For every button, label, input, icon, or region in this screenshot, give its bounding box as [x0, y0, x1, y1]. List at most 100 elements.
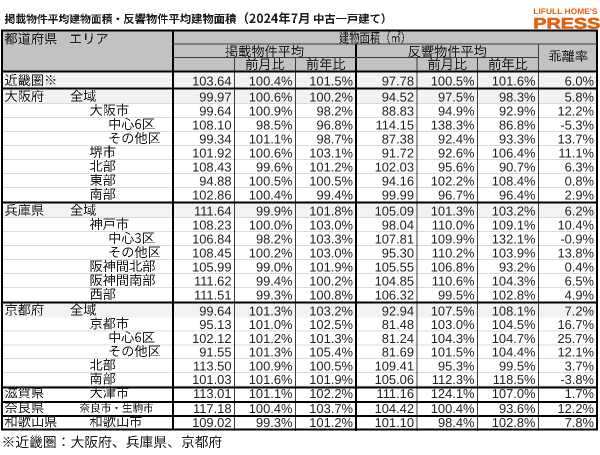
svg-text:86.8%: 86.8% [499, 118, 536, 133]
svg-text:92.4%: 92.4% [438, 132, 475, 147]
svg-text:99.9%: 99.9% [256, 204, 293, 219]
svg-text:101.0%: 101.0% [249, 317, 293, 332]
svg-text:100.8%: 100.8% [309, 288, 353, 303]
svg-text:105.06: 105.06 [375, 372, 414, 387]
svg-text:102.12: 102.12 [192, 331, 231, 346]
svg-text:102.2%: 102.2% [309, 386, 353, 401]
svg-text:124.1%: 124.1% [431, 386, 475, 401]
svg-text:12.2%: 12.2% [557, 104, 594, 119]
svg-text:81.24: 81.24 [382, 331, 414, 346]
svg-text:109.41: 109.41 [375, 358, 414, 373]
svg-text:12.2%: 12.2% [557, 401, 594, 416]
svg-text:96.8%: 96.8% [316, 118, 353, 133]
svg-text:138.3%: 138.3% [431, 118, 475, 133]
svg-text:102.86: 102.86 [192, 188, 231, 203]
svg-text:101.3%: 101.3% [249, 345, 293, 360]
svg-text:105.4%: 105.4% [309, 345, 353, 360]
svg-text:101.5%: 101.5% [431, 345, 475, 360]
svg-text:103.2%: 103.2% [492, 204, 536, 219]
svg-text:104.3%: 104.3% [431, 331, 475, 346]
svg-text:100.9%: 100.9% [249, 358, 293, 373]
svg-text:99.64: 99.64 [199, 104, 231, 119]
svg-text:96.4%: 96.4% [499, 188, 536, 203]
svg-text:104.5%: 104.5% [492, 317, 536, 332]
svg-text:105.55: 105.55 [375, 260, 414, 275]
svg-text:108.4%: 108.4% [492, 174, 536, 189]
svg-text:0.4%: 0.4% [565, 260, 594, 275]
svg-text:92.94: 92.94 [382, 303, 414, 318]
svg-text:13.7%: 13.7% [557, 132, 594, 147]
svg-text:111.16: 111.16 [376, 386, 414, 401]
svg-text:109.9%: 109.9% [431, 232, 475, 247]
svg-text:95.6%: 95.6% [438, 160, 475, 175]
svg-text:111.51: 111.51 [194, 288, 232, 303]
svg-text:101.5%: 101.5% [309, 74, 353, 89]
svg-text:100.4%: 100.4% [431, 401, 475, 416]
svg-text:108.10: 108.10 [192, 118, 231, 133]
svg-text:100.5%: 100.5% [309, 358, 353, 373]
svg-text:114.15: 114.15 [376, 118, 414, 133]
svg-text:107.0%: 107.0% [492, 386, 536, 401]
svg-text:98.4%: 98.4% [438, 415, 475, 430]
svg-text:113.50: 113.50 [193, 358, 231, 373]
svg-text:112.3%: 112.3% [432, 372, 475, 387]
svg-text:99.99: 99.99 [382, 188, 414, 203]
svg-text:104.4%: 104.4% [492, 345, 536, 360]
svg-text:110.2%: 110.2% [432, 246, 475, 261]
svg-text:93.2%: 93.2% [499, 260, 536, 275]
svg-text:90.7%: 90.7% [499, 160, 536, 175]
svg-text:6.3%: 6.3% [565, 160, 594, 175]
svg-text:99.3%: 99.3% [256, 415, 293, 430]
svg-text:110.0%: 110.0% [432, 218, 475, 233]
svg-text:104.7%: 104.7% [492, 331, 536, 346]
svg-text:96.7%: 96.7% [438, 188, 475, 203]
svg-text:95.3%: 95.3% [438, 358, 475, 373]
svg-text:110.6%: 110.6% [432, 274, 475, 289]
svg-text:98.5%: 98.5% [256, 118, 293, 133]
svg-text:92.9%: 92.9% [499, 104, 536, 119]
svg-text:105.09: 105.09 [375, 204, 414, 219]
svg-text:104.42: 104.42 [375, 401, 414, 416]
svg-text:108.23: 108.23 [192, 218, 231, 233]
svg-text:99.5%: 99.5% [499, 358, 536, 373]
svg-text:-5.3%: -5.3% [560, 118, 594, 133]
svg-text:94.52: 94.52 [382, 90, 414, 105]
svg-text:103.1%: 103.1% [309, 146, 353, 161]
svg-text:98.3%: 98.3% [499, 90, 536, 105]
svg-text:106.84: 106.84 [192, 232, 231, 247]
svg-text:99.34: 99.34 [199, 132, 231, 147]
svg-text:103.0%: 103.0% [309, 246, 353, 261]
svg-text:101.9%: 101.9% [309, 260, 353, 275]
svg-text:111.62: 111.62 [194, 274, 232, 289]
svg-text:99.4%: 99.4% [256, 274, 293, 289]
svg-text:PRESS: PRESS [533, 16, 600, 33]
svg-text:106.8%: 106.8% [431, 260, 475, 275]
svg-text:101.8%: 101.8% [309, 204, 353, 219]
svg-text:109.1%: 109.1% [492, 218, 536, 233]
svg-text:100.2%: 100.2% [309, 274, 353, 289]
svg-text:94.88: 94.88 [199, 174, 231, 189]
svg-text:101.03: 101.03 [192, 372, 231, 387]
svg-text:100.4%: 100.4% [249, 401, 293, 416]
svg-text:100.4%: 100.4% [249, 188, 293, 203]
svg-text:109.02: 109.02 [192, 415, 231, 430]
svg-text:108.45: 108.45 [192, 246, 231, 261]
svg-text:81.69: 81.69 [382, 345, 414, 360]
svg-text:99.5%: 99.5% [438, 288, 475, 303]
svg-text:102.8%: 102.8% [492, 415, 536, 430]
svg-text:99.0%: 99.0% [256, 260, 293, 275]
svg-text:101.92: 101.92 [192, 146, 231, 161]
svg-text:88.83: 88.83 [382, 104, 414, 119]
svg-text:101.2%: 101.2% [249, 331, 293, 346]
svg-text:25.7%: 25.7% [557, 331, 594, 346]
svg-text:100.2%: 100.2% [309, 90, 353, 105]
svg-text:103.0%: 103.0% [431, 317, 475, 332]
svg-text:7.8%: 7.8% [565, 415, 594, 430]
svg-text:107.81: 107.81 [375, 232, 414, 247]
svg-text:99.6%: 99.6% [256, 160, 293, 175]
svg-text:2.9%: 2.9% [565, 188, 594, 203]
svg-text:103.64: 103.64 [192, 74, 231, 89]
svg-text:103.9%: 103.9% [492, 246, 536, 261]
svg-text:98.2%: 98.2% [256, 232, 293, 247]
svg-text:-3.8%: -3.8% [560, 372, 594, 387]
